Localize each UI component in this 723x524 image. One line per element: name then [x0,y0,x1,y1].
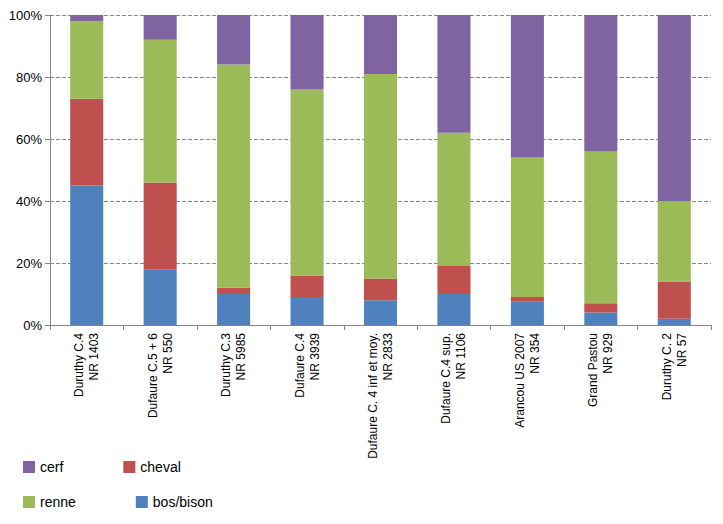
svg-text:NR 57: NR 57 [675,333,689,367]
svg-text:cerf: cerf [40,459,63,475]
svg-text:NR 1403: NR 1403 [87,333,101,381]
svg-text:Dufaure C.4 sup.: Dufaure C.4 sup. [439,333,453,424]
svg-text:NR 3939: NR 3939 [308,333,322,381]
svg-text:NR 5985: NR 5985 [234,333,248,381]
svg-text:60%: 60% [16,132,42,147]
svg-text:0%: 0% [23,318,42,333]
svg-text:cheval: cheval [140,459,180,475]
svg-text:100%: 100% [9,8,43,23]
svg-text:NR 1106: NR 1106 [454,333,468,380]
svg-text:bos/bison: bos/bison [153,494,213,510]
svg-text:NR 2833: NR 2833 [381,333,395,381]
svg-text:80%: 80% [16,70,42,85]
svg-text:NR 354: NR 354 [528,333,542,374]
svg-text:Grand Pastou: Grand Pastou [586,333,600,407]
svg-text:Arancou US 2007: Arancou US 2007 [513,333,527,428]
svg-text:Duruthy C.3: Duruthy C.3 [219,333,233,397]
svg-text:Duruthy C.4: Duruthy C.4 [72,333,86,397]
svg-text:renne: renne [40,494,76,510]
svg-text:Dufaure C.5 + 6: Dufaure C.5 + 6 [146,333,160,418]
svg-text:NR 929: NR 929 [601,333,615,374]
svg-text:40%: 40% [16,194,42,209]
svg-text:NR 550: NR 550 [161,333,175,374]
svg-text:Dufaure C.4: Dufaure C.4 [293,333,307,398]
svg-text:Dufaure C. 4 inf et moy.: Dufaure C. 4 inf et moy. [366,333,380,459]
svg-text:20%: 20% [16,256,42,271]
svg-text:Duruthy C. 2: Duruthy C. 2 [660,333,674,401]
